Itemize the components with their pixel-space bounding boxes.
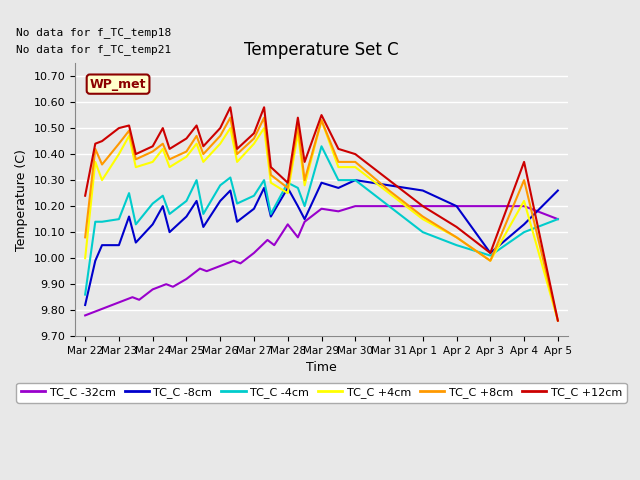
Title: Temperature Set C: Temperature Set C: [244, 41, 399, 59]
Text: WP_met: WP_met: [90, 78, 147, 91]
Legend: TC_C -32cm, TC_C -8cm, TC_C -4cm, TC_C +4cm, TC_C +8cm, TC_C +12cm: TC_C -32cm, TC_C -8cm, TC_C -4cm, TC_C +…: [17, 383, 627, 403]
X-axis label: Time: Time: [306, 361, 337, 374]
Text: No data for f_TC_temp21: No data for f_TC_temp21: [16, 44, 171, 55]
Y-axis label: Temperature (C): Temperature (C): [15, 149, 28, 251]
Text: No data for f_TC_temp18: No data for f_TC_temp18: [16, 27, 171, 38]
